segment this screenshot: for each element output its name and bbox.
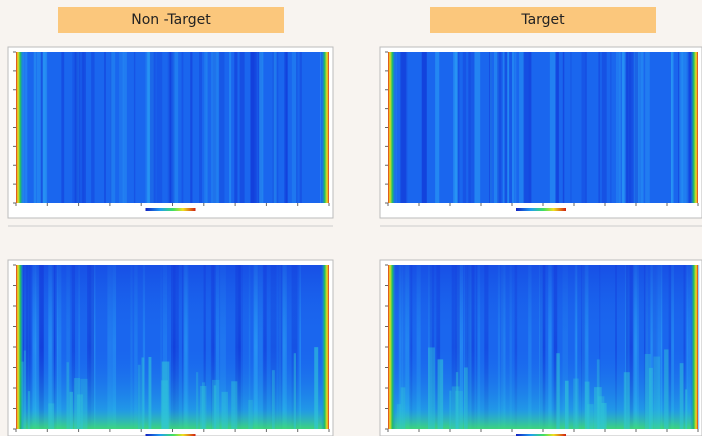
page: Non -Target Target (() => { const data =… — [0, 0, 702, 436]
color-bar — [516, 208, 566, 211]
edge-artifact — [16, 265, 329, 429]
color-bar — [146, 208, 196, 211]
edge-artifact — [388, 265, 698, 429]
panels — [8, 47, 702, 436]
edge-artifact — [16, 52, 329, 203]
edge-artifact — [388, 52, 698, 203]
plots — [0, 0, 702, 436]
